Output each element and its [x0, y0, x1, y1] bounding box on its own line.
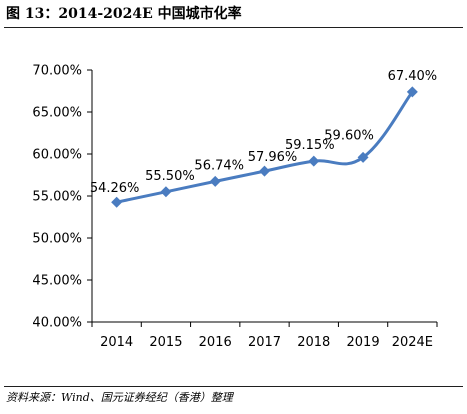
data-point-marker [111, 196, 123, 208]
data-label: 54.26% [90, 181, 140, 196]
title-divider [4, 27, 463, 28]
source-divider [4, 386, 463, 387]
data-label: 57.96% [248, 150, 298, 165]
y-tick-label: 60.00% [32, 148, 82, 163]
data-point-marker [357, 151, 369, 163]
x-tick-label: 2017 [248, 335, 281, 350]
data-label: 67.40% [388, 69, 438, 84]
x-tick-label: 2014 [100, 335, 133, 350]
data-label: 59.60% [324, 128, 374, 143]
source-note: 资料来源：Wind、国元证券经纪（香港）整理 [6, 391, 233, 404]
y-tick-label: 50.00% [32, 232, 82, 247]
data-point-marker [160, 186, 172, 198]
data-label: 55.50% [145, 169, 195, 184]
x-tick-label: 2019 [347, 335, 380, 350]
data-label: 56.74% [194, 158, 244, 173]
series-line [116, 90, 414, 204]
y-tick-label: 40.00% [32, 316, 82, 331]
figure-title: 图 13：2014-2024E 中国城市化率 [6, 6, 242, 22]
data-point-marker [259, 165, 270, 177]
y-tick-label: 45.00% [32, 274, 82, 289]
data-label: 59.15% [285, 138, 335, 153]
y-tick-label: 70.00% [32, 64, 82, 79]
data-point-marker [308, 155, 320, 167]
x-tick-label: 2024E [392, 335, 433, 350]
x-tick-label: 2018 [297, 335, 330, 350]
data-point-marker [406, 86, 418, 98]
y-tick-label: 65.00% [32, 106, 82, 121]
data-point-marker [209, 175, 221, 187]
y-tick-label: 55.00% [32, 190, 82, 205]
x-tick-label: 2015 [149, 335, 182, 350]
x-tick-label: 2016 [199, 335, 232, 350]
